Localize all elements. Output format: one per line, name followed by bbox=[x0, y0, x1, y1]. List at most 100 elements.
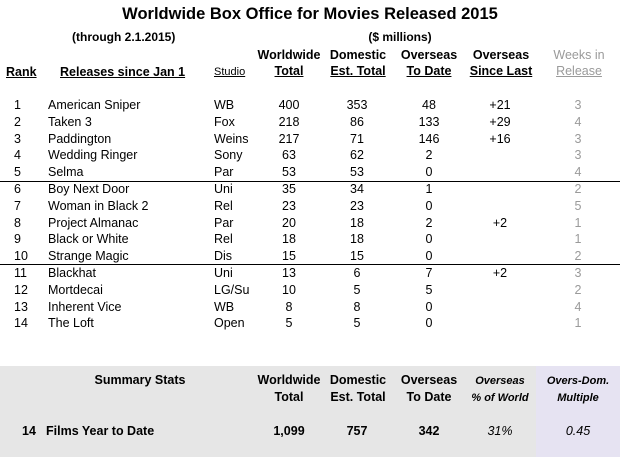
title-cell: Project Almanac bbox=[48, 215, 139, 230]
summary-domestic-line2: Est. Total bbox=[330, 390, 386, 404]
summary-label: Summary Stats bbox=[94, 373, 186, 387]
header-overseas-since: Overseas Since Last bbox=[466, 47, 536, 79]
studio-cell: Par bbox=[214, 165, 234, 180]
domestic-cell: 86 bbox=[350, 114, 364, 129]
worldwide-cell: 18 bbox=[282, 232, 296, 247]
multiple-highlight bbox=[536, 366, 620, 457]
domestic-cell: 62 bbox=[350, 148, 364, 163]
weeks-cell: 1 bbox=[574, 316, 582, 331]
summary-multiple-header: Overs-Dom. Multiple bbox=[540, 373, 616, 407]
worldwide-cell: 13 bbox=[282, 266, 296, 280]
header-weeks: Weeks in Release bbox=[544, 47, 614, 79]
summary-worldwide-line2: Total bbox=[274, 390, 304, 404]
header-worldwide-line2: Total bbox=[274, 64, 304, 78]
table-row: 11 Blackhat Uni 13 6 7 +2 3 bbox=[0, 265, 620, 281]
header-releases: Releases since Jan 1 bbox=[60, 65, 186, 79]
rank-cell: 7 bbox=[14, 198, 21, 213]
title-cell: Black or White bbox=[48, 232, 129, 247]
studio-cell: Dis bbox=[214, 249, 233, 264]
summary-total-worldwide: 1,099 bbox=[273, 424, 305, 438]
rank-cell: 5 bbox=[14, 165, 21, 180]
worldwide-cell: 217 bbox=[278, 131, 300, 146]
domestic-cell: 353 bbox=[346, 98, 368, 112]
rank-cell: 9 bbox=[14, 232, 21, 247]
rank-cell: 6 bbox=[14, 182, 21, 196]
studio-cell: Par bbox=[214, 215, 234, 230]
header-overseas-since-line1: Overseas bbox=[472, 48, 530, 62]
group-divider-2 bbox=[0, 264, 620, 265]
weeks-cell: 4 bbox=[574, 114, 582, 129]
header-weeks-line1: Weeks in bbox=[553, 48, 605, 62]
summary-pct-value: 31% bbox=[487, 424, 513, 438]
summary-worldwide-line1: Worldwide bbox=[257, 373, 321, 387]
summary-total-domestic: 757 bbox=[346, 424, 368, 438]
weeks-cell: 2 bbox=[574, 282, 582, 297]
weeks-cell: 3 bbox=[574, 98, 582, 112]
table-row: 14 The Loft Open 5 5 0 1 bbox=[0, 315, 620, 331]
title-cell: The Loft bbox=[48, 316, 94, 331]
summary-overseas-line1: Overseas bbox=[400, 373, 458, 387]
weeks-cell: 1 bbox=[574, 215, 582, 230]
summary-multiple-value: 0.45 bbox=[565, 424, 591, 438]
weeks-cell: 2 bbox=[574, 249, 582, 264]
header-overseas-line2: To Date bbox=[406, 64, 452, 78]
summary-overseas-line2: To Date bbox=[406, 390, 452, 404]
title-cell: Paddington bbox=[48, 131, 112, 146]
studio-cell: Rel bbox=[214, 198, 233, 213]
rank-cell: 11 bbox=[14, 266, 27, 280]
table-row: 13 Inherent Vice WB 8 8 0 4 bbox=[0, 299, 620, 315]
studio-cell: WB bbox=[214, 299, 235, 314]
summary-total-overseas: 342 bbox=[418, 424, 440, 438]
page-title: Worldwide Box Office for Movies Released… bbox=[122, 5, 498, 23]
worldwide-cell: 53 bbox=[282, 165, 296, 180]
rank-cell: 12 bbox=[14, 282, 28, 297]
rank-cell: 4 bbox=[14, 148, 21, 163]
weeks-cell: 1 bbox=[574, 232, 582, 247]
header-overseas-line1: Overseas bbox=[400, 48, 458, 62]
worldwide-cell: 23 bbox=[282, 198, 296, 213]
studio-cell: Sony bbox=[214, 148, 243, 163]
title-cell: Boy Next Door bbox=[48, 182, 130, 196]
summary-pct-line1: Overseas bbox=[475, 375, 525, 387]
rank-cell: 2 bbox=[14, 114, 21, 129]
domestic-cell: 71 bbox=[350, 131, 364, 146]
summary-multiple-line2: Multiple bbox=[557, 392, 599, 404]
since-last-cell: +2 bbox=[492, 215, 508, 230]
overseas-cell: 0 bbox=[425, 299, 433, 314]
studio-cell: Uni bbox=[214, 182, 233, 196]
summary-overseas-header: Overseas To Date bbox=[396, 372, 462, 406]
worldwide-cell: 15 bbox=[282, 249, 296, 264]
header-overseas-since-line2: Since Last bbox=[469, 64, 533, 78]
summary-domestic-header: Domestic Est. Total bbox=[324, 372, 392, 406]
table-row: 5 Selma Par 53 53 0 4 bbox=[0, 164, 620, 180]
rank-cell: 3 bbox=[14, 131, 21, 146]
studio-cell: LG/Su bbox=[214, 282, 250, 297]
summary-worldwide-header: Worldwide Total bbox=[252, 372, 326, 406]
worldwide-cell: 20 bbox=[282, 215, 296, 230]
overseas-cell: 133 bbox=[418, 114, 440, 129]
domestic-cell: 53 bbox=[350, 165, 364, 180]
weeks-cell: 5 bbox=[574, 198, 582, 213]
overseas-cell: 0 bbox=[425, 232, 433, 247]
overseas-cell: 0 bbox=[425, 165, 433, 180]
since-last-cell: +16 bbox=[489, 131, 511, 146]
header-domestic-line1: Domestic bbox=[329, 48, 387, 62]
table-row: 3 Paddington Weins 217 71 146 +16 3 bbox=[0, 131, 620, 147]
studio-cell: Uni bbox=[214, 266, 233, 280]
table-row: 12 Mortdecai LG/Su 10 5 5 2 bbox=[0, 282, 620, 298]
date-note: (through 2.1.2015) bbox=[72, 30, 176, 44]
summary-count: 14 bbox=[22, 424, 36, 438]
header-domestic: Domestic Est. Total bbox=[324, 47, 392, 79]
since-last-cell: +2 bbox=[492, 266, 508, 280]
table-row: 4 Wedding Ringer Sony 63 62 2 3 bbox=[0, 147, 620, 163]
worldwide-cell: 218 bbox=[278, 114, 300, 129]
rank-cell: 8 bbox=[14, 215, 21, 230]
table-row: 10 Strange Magic Dis 15 15 0 2 bbox=[0, 248, 620, 264]
domestic-cell: 15 bbox=[350, 249, 364, 264]
domestic-cell: 23 bbox=[350, 198, 364, 213]
header-domestic-line2: Est. Total bbox=[330, 64, 386, 78]
weeks-cell: 3 bbox=[574, 131, 582, 146]
millions-note: ($ millions) bbox=[368, 30, 432, 44]
title-cell: American Sniper bbox=[48, 98, 141, 112]
title-cell: Wedding Ringer bbox=[48, 148, 138, 163]
